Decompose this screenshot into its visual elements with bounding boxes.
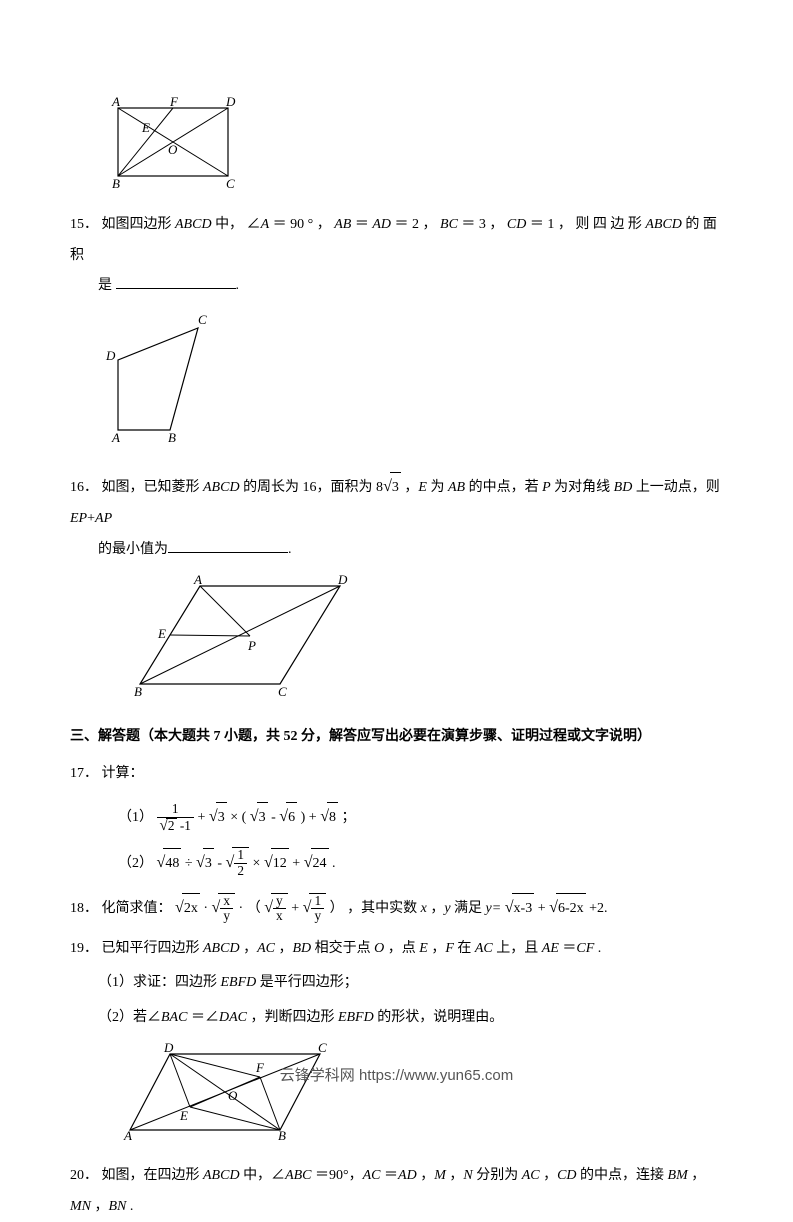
label-O: O — [168, 142, 178, 157]
q19-number: 19． — [70, 941, 98, 956]
q20-number: 20． — [70, 1168, 98, 1183]
figure-16-svg: A D B C E P — [130, 574, 360, 699]
label-C: C — [278, 684, 287, 699]
q17-part-2: （2） 48 ÷ 3 - 12 × 12 + 24 . — [70, 845, 723, 880]
label-C: C — [226, 176, 235, 191]
label-B: B — [278, 1128, 286, 1142]
q18-number: 18． — [70, 901, 98, 916]
label-C: C — [318, 1042, 327, 1055]
label-E: E — [157, 626, 166, 641]
q16-blank — [168, 538, 288, 553]
question-15: 15． 如图四边形 ABCD 中， ∠A ＝ 90 ° ， AB ＝ AD ＝ … — [70, 210, 723, 302]
q16-number: 16． — [70, 480, 98, 495]
figure-15-svg: A B C D — [98, 310, 228, 450]
question-17: 17． 计算： （1） 12 -1 + 3 × ( 3 - 6 ) + 8 ； … — [70, 759, 723, 881]
label-B: B — [112, 176, 120, 191]
q17-number: 17． — [70, 766, 98, 781]
label-C: C — [198, 312, 207, 327]
label-D: D — [105, 348, 116, 363]
label-E: E — [179, 1108, 188, 1123]
label-B: B — [168, 430, 176, 445]
label-A: A — [193, 574, 202, 587]
figure-15: A B C D — [98, 310, 723, 463]
label-D: D — [163, 1042, 174, 1055]
figure-14-svg: A F D B C E O — [98, 96, 248, 191]
label-D: D — [337, 574, 348, 587]
section-3-header: 三、解答题（本大题共 7 小题，共 52 分，解答应写出必要在演算步骤、证明过程… — [70, 722, 723, 753]
label-F: F — [169, 96, 179, 109]
label-P: P — [247, 638, 256, 653]
figure-16: A D B C E P — [130, 574, 723, 712]
question-19: 19． 已知平行四边形 ABCD ，AC ，BD 相交于点 O ，点 E ，F … — [70, 934, 723, 1034]
question-18: 18． 化简求值： 2x · xy · （ yx + 1y ） ，其中实数 x … — [70, 890, 723, 925]
label-A: A — [111, 96, 120, 109]
figure-14: A F D B C E O — [98, 96, 723, 204]
question-20: 20． 如图，在四边形 ABCD 中，∠ABC ＝90°，AC ＝AD ，M ，… — [70, 1161, 723, 1222]
label-A: A — [123, 1128, 132, 1142]
q15-blank — [116, 274, 236, 289]
label-E: E — [141, 120, 150, 135]
question-16: 16． 如图，已知菱形 ABCD 的周长为 16，面积为 83 ，E 为 AB … — [70, 469, 723, 566]
q17-part-1: （1） 12 -1 + 3 × ( 3 - 6 ) + 8 ； — [70, 799, 723, 834]
label-A: A — [111, 430, 120, 445]
label-B: B — [134, 684, 142, 699]
label-D: D — [225, 96, 236, 109]
page-footer: 云锋学科网 https://www.yun65.com — [0, 1059, 793, 1092]
q15-number: 15． — [70, 217, 98, 232]
